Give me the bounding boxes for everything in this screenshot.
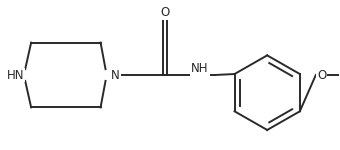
Text: O: O bbox=[317, 69, 326, 81]
Text: N: N bbox=[111, 69, 120, 81]
Text: HN: HN bbox=[6, 69, 24, 81]
Text: NH: NH bbox=[191, 62, 208, 75]
Text: O: O bbox=[160, 6, 170, 19]
